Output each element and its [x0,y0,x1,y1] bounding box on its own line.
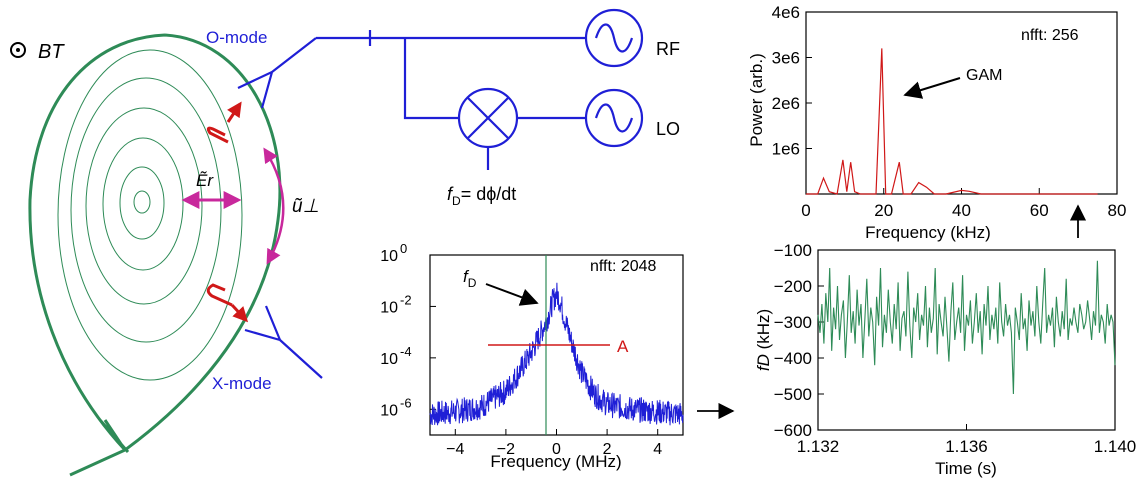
gam-xtick-label: 80 [1108,201,1127,220]
circuit-diagram: RF LO fD= dϕ/dt [316,8,680,208]
gam-ytick-label: 3e6 [772,49,800,68]
lo-branch-line [403,38,587,120]
spectrum-ytick-label: 10 [380,351,398,368]
tokamak-cross-section: BT Ẽr ũ⊥ O-mode X-mode [10,28,323,477]
spectrum-fd-arrow [485,283,539,306]
timeseries-ytick-label: −600 [774,421,812,440]
spectrum-series [429,282,684,426]
spectrum-ytick-label: 10 [380,299,398,316]
flux-surface-6 [133,190,151,214]
flux-surface-1 [57,49,243,381]
gam-ytick-label: 1e6 [772,140,800,159]
timeseries-ylabel: fD (kHz) [754,309,773,371]
spectrum-ytick-label: 10 [380,248,398,265]
gam-xtick-label: 40 [952,201,971,220]
timeseries-xlabel: Time (s) [935,459,997,478]
xmode-beam [206,283,233,307]
spectrum-xlabel: Frequency (MHz) [490,452,621,471]
separatrix-curve [28,33,282,477]
xmode-antenna [244,305,323,379]
rf-label: RF [656,39,680,59]
timeseries-ytick-label: −200 [774,277,812,296]
omode-antenna [237,37,317,109]
spectrum-nfft: nfft: 2048 [590,258,657,275]
gam-annot: GAM [966,67,1002,84]
gam-ytick-label: 4e6 [772,3,800,22]
fd-formula: fD= dϕ/dt [447,184,516,208]
er-label: Ẽr [196,170,214,190]
spectrum-ytick-exponent: 0 [400,241,407,256]
lo-label: LO [656,119,680,139]
timeseries-ytick-label: −500 [774,385,812,404]
spectrum-annot-a: A [617,337,629,356]
spectrum-xtick-label: −2 [497,441,515,458]
gam-xtick-label: 0 [801,201,810,220]
gam-ytick-label: 2e6 [772,94,800,113]
spectrum-ytick-exponent: -6 [400,395,412,410]
timeseries-plot: 1.132 1.136 1.140 −100 −200 −300 −400 −500 −600… [754,241,1136,478]
spectrum-xtick-label: 2 [603,441,612,458]
spectrum-annot-fd: fD [463,267,477,290]
omode-label: O-mode [206,28,267,47]
gam-xtick-label: 60 [1030,201,1049,220]
flux-surface-5 [119,166,165,240]
timeseries-ytick-label: −300 [774,313,812,332]
spectrum-xtick-label: 4 [653,441,662,458]
bt-label: BT [38,41,65,63]
uperp-arrow [263,147,285,265]
spectrum-xtick-label: 0 [552,441,561,458]
timeseries-xtick-label: 1.140 [1094,437,1137,456]
spectrum-xtick-label: −4 [446,441,464,458]
rf-oscillator-icon [584,8,644,68]
gam-ylabel: Power (arb.) [747,53,766,147]
lo-oscillator-icon [584,88,644,148]
gam-plot: 0 20 40 60 80 1e6 2e6 3e6 4e6 nfft: 256 GAM Fre… [747,3,1126,242]
spectrum-ytick-label: 10 [380,402,398,419]
gam-series [806,48,1098,195]
rf-line [316,30,587,46]
flux-surface-4 [102,137,184,271]
timeseries-xtick-label: 1.136 [945,437,988,456]
gam-xlabel: Frequency (kHz) [865,223,991,242]
timeseries-ytick-label: −100 [774,241,812,260]
bt-dot-icon [10,42,26,58]
timeseries-series [817,260,1116,395]
spectrum-ytick-exponent: -2 [400,292,412,307]
flux-surface-2 [70,77,222,343]
gam-arrow [903,77,961,99]
mixer-icon [457,87,519,149]
xmode-label: X-mode [212,374,272,393]
omode-beam [206,126,229,144]
timeseries-xtick-label: 1.132 [797,437,840,456]
spectrum-ytick-exponent: -4 [400,344,412,359]
gam-xtick-label: 20 [874,201,893,220]
uperp-label: ũ⊥ [292,196,319,217]
timeseries-ytick-label: −400 [774,349,812,368]
gam-nfft: nfft: 256 [1021,27,1079,44]
